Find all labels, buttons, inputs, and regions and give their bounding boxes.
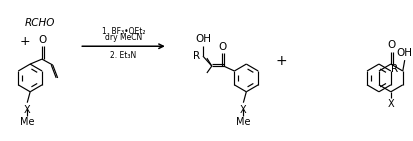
Text: +: + — [20, 35, 31, 48]
Text: R: R — [390, 64, 397, 74]
Text: Me: Me — [20, 117, 34, 126]
Text: X: X — [240, 105, 246, 115]
Text: Me: Me — [235, 117, 250, 126]
Text: O: O — [39, 35, 47, 45]
Text: X: X — [387, 99, 393, 109]
Text: X: X — [24, 105, 31, 115]
Text: 2. Et₃N: 2. Et₃N — [110, 51, 136, 60]
Text: RCHO: RCHO — [25, 18, 55, 28]
Text: O: O — [218, 42, 226, 52]
Text: OH: OH — [396, 48, 412, 58]
Text: dry MeCN: dry MeCN — [104, 33, 142, 42]
Text: 1. BF₃•OEt₂: 1. BF₃•OEt₂ — [102, 27, 145, 36]
Text: R: R — [192, 51, 199, 61]
Text: O: O — [387, 40, 395, 50]
Text: +: + — [275, 54, 287, 68]
Text: OH: OH — [195, 34, 211, 44]
